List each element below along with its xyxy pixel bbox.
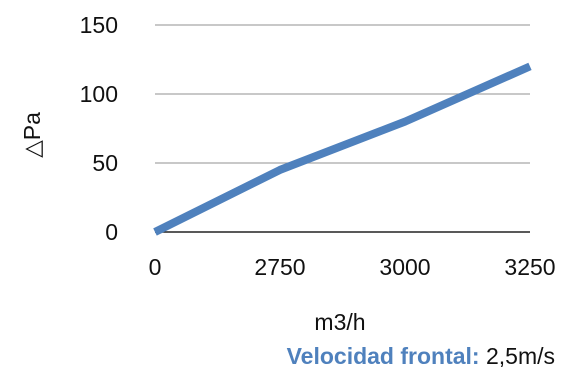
y-axis-title: △Pa (19, 112, 45, 158)
footer-label: Velocidad frontal: (286, 343, 480, 369)
x-tick-label: 3250 (504, 254, 555, 280)
x-tick-label: 0 (149, 254, 162, 280)
x-axis-title: m3/h (314, 309, 365, 335)
y-tick-label: 50 (92, 150, 118, 176)
line-chart: 0 50 100 150 0 2750 3000 3250 △Pa m3/h (19, 12, 556, 335)
x-tick-labels: 0 2750 3000 3250 (149, 254, 556, 280)
y-tick-label: 100 (80, 81, 118, 107)
y-tick-label: 150 (80, 12, 118, 38)
x-tick-label: 3000 (379, 254, 430, 280)
y-tick-label: 0 (105, 219, 118, 245)
series-lines (153, 62, 532, 236)
y-tick-labels: 0 50 100 150 (80, 12, 118, 245)
footer-value: 2,5m/s (485, 343, 555, 369)
series-line (153, 62, 532, 236)
x-tick-label: 2750 (254, 254, 305, 280)
footer-note: Velocidad frontal: 2,5m/s (287, 343, 555, 370)
